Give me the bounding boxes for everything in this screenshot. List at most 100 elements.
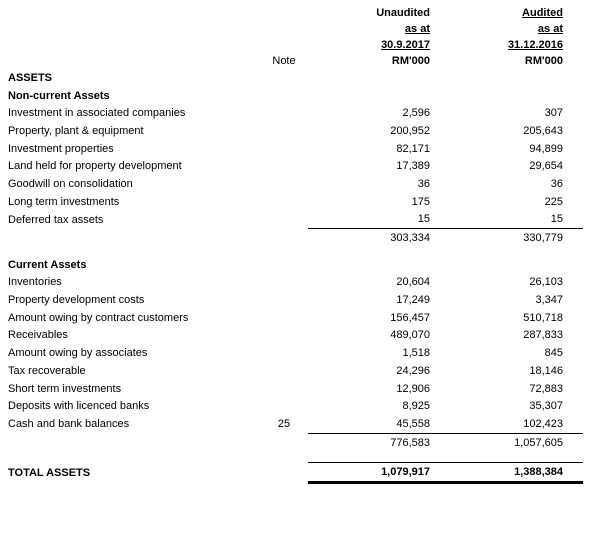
row-value-prior: 36 xyxy=(550,177,563,190)
row-note xyxy=(260,274,308,292)
column-header-audited: Audited xyxy=(522,7,563,19)
header-row-dates: 30.9.2017 31.12.2016 xyxy=(8,37,583,53)
row-value-prior: 287,833 xyxy=(523,329,563,342)
row-value-current: 12,906 xyxy=(396,382,430,395)
row-label: Investment in associated companies xyxy=(8,107,186,120)
row-value-current: 20,604 xyxy=(396,276,430,289)
table-row: Cash and bank balances 25 45,558 102,423 xyxy=(8,415,583,433)
unit-header-current: RM'000 xyxy=(391,55,430,67)
assets-section-title: ASSETS xyxy=(8,71,53,84)
row-value-current: 17,249 xyxy=(396,294,430,307)
row-value-prior: 94,899 xyxy=(529,142,563,155)
unit-header-prior: RM'000 xyxy=(524,55,563,67)
row-label: Deposits with licenced banks xyxy=(8,400,150,413)
column-header-as-at-current: as at xyxy=(404,23,430,35)
row-note-number: 25 xyxy=(277,418,291,431)
column-header-as-at-prior: as at xyxy=(537,23,563,35)
row-note xyxy=(260,327,308,345)
row-value-current: 200,952 xyxy=(390,124,430,137)
header-row-units: Note RM'000 RM'000 xyxy=(8,53,583,69)
row-value-prior: 29,654 xyxy=(529,160,563,173)
row-value-prior: 15 xyxy=(550,213,563,226)
row-note xyxy=(260,140,308,158)
row-value-prior: 26,103 xyxy=(529,276,563,289)
spacer-row xyxy=(8,451,583,463)
balance-sheet-assets-table: Unaudited Audited as at as at 30.9.2017 … xyxy=(8,5,583,485)
row-value-current: 17,389 xyxy=(396,160,430,173)
row-label: Amount owing by contract customers xyxy=(8,311,189,324)
row-value-prior: 3,347 xyxy=(535,294,563,307)
spacer-row xyxy=(8,247,583,256)
row-label: Receivables xyxy=(8,329,68,342)
row-value-prior: 845 xyxy=(544,347,563,360)
current-assets-heading: Current Assets xyxy=(8,258,87,271)
row-value-current: 175 xyxy=(411,195,430,208)
row-label: Tax recoverable xyxy=(8,364,86,377)
note-column-header: Note xyxy=(272,55,296,67)
row-value-current: 36 xyxy=(417,177,430,190)
noncurrent-subtotal-prior: 330,779 xyxy=(445,228,583,247)
row-value-current: 1,518 xyxy=(402,347,430,360)
table-row: Property development costs 17,249 3,347 xyxy=(8,291,583,309)
row-note xyxy=(260,157,308,175)
total-assets-label: TOTAL ASSETS xyxy=(8,466,91,479)
column-header-date-current: 30.9.2017 xyxy=(381,39,430,51)
row-value-prior: 510,718 xyxy=(523,311,563,324)
table-row: Receivables 489,070 287,833 xyxy=(8,327,583,345)
row-value-current: 15 xyxy=(417,213,430,226)
table-row: Goodwill on consolidation 36 36 xyxy=(8,175,583,193)
table-row: Short term investments 12,906 72,883 xyxy=(8,380,583,398)
row-value-prior: 72,883 xyxy=(529,382,563,395)
row-label: Long term investments xyxy=(8,195,120,208)
row-note xyxy=(260,122,308,140)
table-row: Deposits with licenced banks 8,925 35,30… xyxy=(8,397,583,415)
row-note xyxy=(260,362,308,380)
column-header-unaudited: Unaudited xyxy=(376,7,430,19)
row-value-prior: 35,307 xyxy=(529,400,563,413)
header-row-as-at: as at as at xyxy=(8,21,583,37)
header-spacer xyxy=(260,37,308,53)
row-label: Property, plant & equipment xyxy=(8,124,144,137)
row-value-current: 24,296 xyxy=(396,364,430,377)
total-assets-prior: 1,388,384 xyxy=(445,462,583,485)
table-row: Deferred tax assets 15 15 xyxy=(8,211,583,229)
row-label: Short term investments xyxy=(8,382,122,395)
row-value-prior: 307 xyxy=(544,107,563,120)
total-assets-row: TOTAL ASSETS 1,079,917 1,388,384 xyxy=(8,462,583,485)
table-row: Investment properties 82,171 94,899 xyxy=(8,140,583,158)
noncurrent-assets-heading: Non-current Assets xyxy=(8,89,110,102)
section-title-row: ASSETS xyxy=(8,69,583,87)
row-note xyxy=(260,397,308,415)
header-spacer xyxy=(8,37,260,53)
row-value-current: 8,925 xyxy=(402,400,430,413)
table-row: Land held for property development 17,38… xyxy=(8,157,583,175)
table-row: Property, plant & equipment 200,952 205,… xyxy=(8,122,583,140)
row-value-current: 82,171 xyxy=(396,142,430,155)
noncurrent-subtotal-row: 303,334 330,779 xyxy=(8,228,583,247)
row-label: Goodwill on consolidation xyxy=(8,177,133,190)
header-spacer xyxy=(8,5,260,21)
row-label: Inventories xyxy=(8,276,62,289)
row-label: Investment properties xyxy=(8,142,114,155)
current-subtotal-row: 776,583 1,057,605 xyxy=(8,432,583,452)
row-label: Deferred tax assets xyxy=(8,213,104,226)
column-header-date-prior: 31.12.2016 xyxy=(507,39,563,51)
row-value-prior: 18,146 xyxy=(529,364,563,377)
table-row: Tax recoverable 24,296 18,146 xyxy=(8,362,583,380)
table-row: Inventories 20,604 26,103 xyxy=(8,274,583,292)
row-note xyxy=(260,211,308,229)
row-value-prior: 102,423 xyxy=(523,417,563,430)
row-value-current: 2,596 xyxy=(402,107,430,120)
row-value-current: 489,070 xyxy=(390,329,430,342)
header-spacer xyxy=(260,21,308,37)
table-row: Long term investments 175 225 xyxy=(8,193,583,211)
row-label: Amount owing by associates xyxy=(8,347,148,360)
table-row: Investment in associated companies 2,596… xyxy=(8,104,583,122)
row-note xyxy=(260,104,308,122)
table-row: Amount owing by associates 1,518 845 xyxy=(8,344,583,362)
header-spacer xyxy=(8,21,260,37)
row-value-prior: 225 xyxy=(544,195,563,208)
row-note xyxy=(260,291,308,309)
row-note xyxy=(260,309,308,327)
row-note xyxy=(260,175,308,193)
